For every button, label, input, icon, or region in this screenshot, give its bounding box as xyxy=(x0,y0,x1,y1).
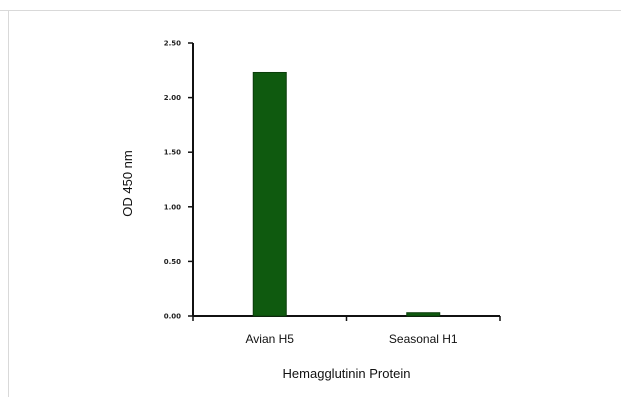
y-tick-label: 0.00 xyxy=(164,313,181,321)
y-tick-label: 1.00 xyxy=(164,203,181,211)
y-tick-label: 2.50 xyxy=(164,40,181,48)
category-labels: Avian H5 Seasonal H1 xyxy=(246,332,458,346)
x-category-label: Avian H5 xyxy=(246,332,295,346)
bar xyxy=(252,71,287,317)
x-category-label: Seasonal H1 xyxy=(389,332,458,346)
bars xyxy=(252,71,441,317)
bar xyxy=(406,312,441,317)
frame-left-border xyxy=(8,10,9,397)
frame-top-border xyxy=(0,10,621,11)
x-axis xyxy=(192,315,501,321)
y-tick-label: 1.50 xyxy=(164,149,181,157)
y-axis-title: OD 450 nm xyxy=(120,150,135,216)
y-tick-label: 0.50 xyxy=(164,258,181,266)
y-tick-label: 2.00 xyxy=(164,94,181,102)
y-axis: 0.00 0.50 1.00 1.50 2.00 2.50 xyxy=(164,40,194,321)
x-axis-title: Hemagglutinin Protein xyxy=(283,366,411,381)
